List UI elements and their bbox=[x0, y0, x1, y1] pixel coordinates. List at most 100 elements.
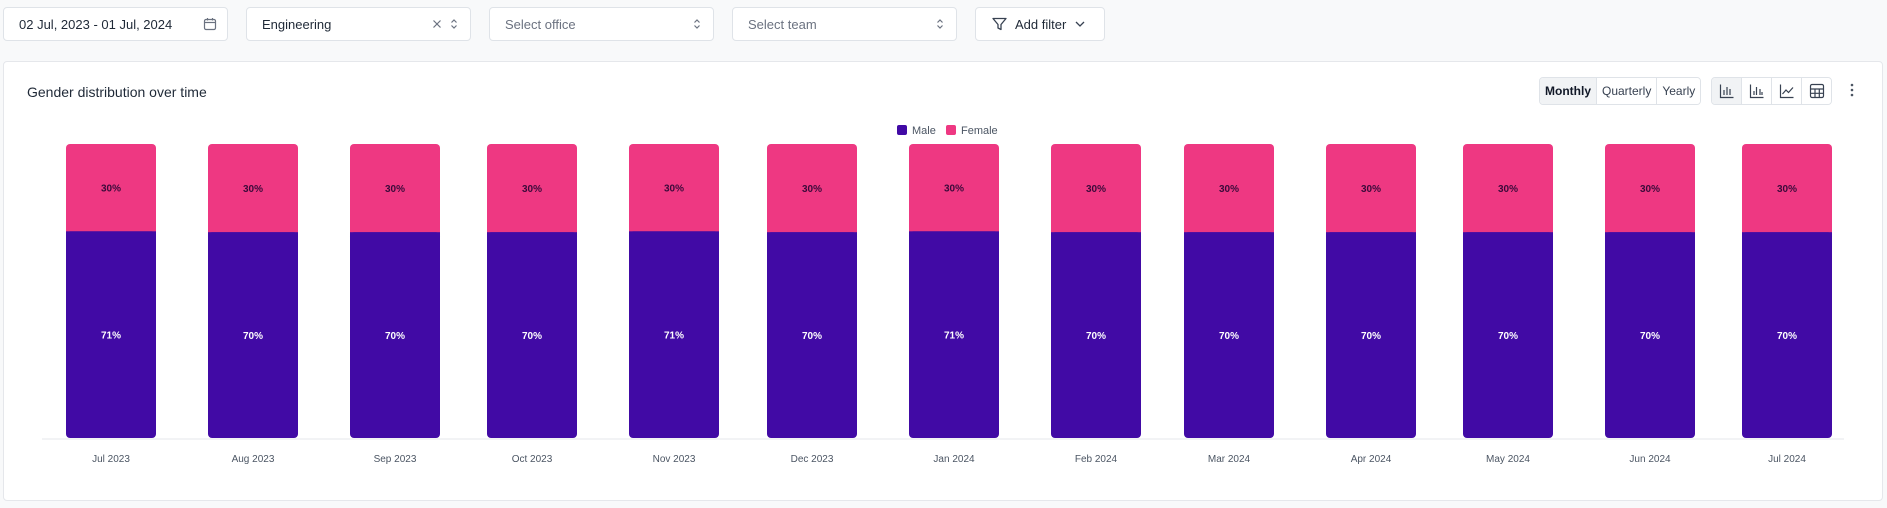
legend-swatch-male bbox=[897, 125, 907, 135]
data-label-female: 30% bbox=[101, 184, 121, 195]
data-label-male: 71% bbox=[101, 331, 121, 342]
grouped-bar-icon[interactable] bbox=[1741, 78, 1771, 104]
bar-female bbox=[1742, 144, 1832, 237]
bar-male-join bbox=[1463, 232, 1553, 239]
chevron-down-icon bbox=[1075, 21, 1085, 27]
data-label-female: 30% bbox=[1219, 184, 1239, 195]
legend-label-male: Male bbox=[912, 125, 936, 137]
x-tick-label: Oct 2023 bbox=[512, 454, 553, 465]
data-label-female: 30% bbox=[1086, 184, 1106, 195]
data-label-male: 70% bbox=[1640, 331, 1660, 342]
table-icon[interactable] bbox=[1801, 78, 1831, 104]
data-label-male: 70% bbox=[1777, 331, 1797, 342]
data-label-female: 30% bbox=[1640, 184, 1660, 195]
bar-male bbox=[1605, 232, 1695, 438]
bar-male-join bbox=[1742, 232, 1832, 239]
data-label-female: 30% bbox=[664, 184, 684, 195]
data-label-female: 30% bbox=[243, 184, 263, 195]
filter-bar: 02 Jul, 2023 - 01 Jul, 2024 Engineering … bbox=[0, 0, 1887, 56]
chevron-updown-icon bbox=[450, 18, 458, 30]
panel-title: Gender distribution over time bbox=[27, 84, 207, 100]
filter-icon bbox=[992, 17, 1007, 31]
bar-female bbox=[66, 144, 156, 236]
bar-male-join bbox=[208, 232, 298, 239]
chevron-updown-icon bbox=[936, 18, 944, 30]
bar-female bbox=[208, 144, 298, 237]
bar-male bbox=[1742, 232, 1832, 438]
data-label-female: 30% bbox=[385, 184, 405, 195]
bar-male bbox=[350, 232, 440, 438]
data-label-male: 70% bbox=[802, 331, 822, 342]
office-placeholder: Select office bbox=[505, 16, 576, 32]
bar-female bbox=[1051, 144, 1141, 237]
bar-female bbox=[1326, 144, 1416, 237]
period-toggle: Monthly Quarterly Yearly bbox=[1539, 77, 1702, 105]
bar-male bbox=[487, 232, 577, 438]
bar-male-join bbox=[629, 231, 719, 238]
stacked-bar-chart: 30% 71% Jul 2023 30% 70% Aug 2023 30% 70% Sep 20… bbox=[42, 125, 1844, 465]
team-select[interactable]: Select team bbox=[732, 7, 957, 41]
data-label-female: 30% bbox=[1498, 184, 1518, 195]
x-tick-label: Dec 2023 bbox=[791, 454, 834, 465]
data-label-male: 70% bbox=[522, 331, 542, 342]
chevron-updown-icon bbox=[693, 18, 701, 30]
line-chart-icon[interactable] bbox=[1771, 78, 1801, 104]
data-label-male: 70% bbox=[1361, 331, 1381, 342]
data-label-male: 71% bbox=[944, 331, 964, 342]
period-monthly[interactable]: Monthly bbox=[1540, 78, 1596, 104]
legend-label-female: Female bbox=[961, 125, 998, 137]
department-select[interactable]: Engineering bbox=[246, 7, 471, 41]
data-label-male: 70% bbox=[1086, 331, 1106, 342]
bar-male bbox=[909, 231, 999, 438]
data-label-male: 70% bbox=[385, 331, 405, 342]
bar-female bbox=[909, 144, 999, 236]
bar-male bbox=[66, 231, 156, 438]
bar-female bbox=[629, 144, 719, 236]
bar-female bbox=[1605, 144, 1695, 237]
bar-male-join bbox=[909, 231, 999, 238]
data-label-female: 30% bbox=[522, 184, 542, 195]
clear-icon[interactable] bbox=[432, 19, 442, 29]
bar-male-join bbox=[1605, 232, 1695, 239]
bar-female bbox=[350, 144, 440, 237]
data-label-male: 70% bbox=[1498, 331, 1518, 342]
add-filter-label: Add filter bbox=[1015, 16, 1067, 32]
x-tick-label: Jul 2023 bbox=[92, 454, 130, 465]
bar-male bbox=[1326, 232, 1416, 438]
data-label-male: 70% bbox=[1219, 331, 1239, 342]
bar-male bbox=[208, 232, 298, 438]
bar-female bbox=[1463, 144, 1553, 237]
bar-male bbox=[1051, 232, 1141, 438]
bar-female bbox=[487, 144, 577, 237]
legend-swatch-female bbox=[946, 125, 956, 135]
x-tick-label: Jun 2024 bbox=[1629, 454, 1671, 465]
calendar-icon bbox=[203, 17, 217, 31]
data-label-male: 71% bbox=[664, 331, 684, 342]
bar-male-join bbox=[66, 231, 156, 238]
x-tick-label: Mar 2024 bbox=[1208, 454, 1251, 465]
bar-male-join bbox=[1184, 232, 1274, 239]
chart-type-toggle bbox=[1711, 77, 1832, 105]
data-label-female: 30% bbox=[1777, 184, 1797, 195]
office-select[interactable]: Select office bbox=[489, 7, 714, 41]
date-range-picker[interactable]: 02 Jul, 2023 - 01 Jul, 2024 bbox=[3, 7, 228, 41]
more-options-icon[interactable] bbox=[1844, 79, 1860, 101]
x-tick-label: Nov 2023 bbox=[653, 454, 696, 465]
period-quarterly[interactable]: Quarterly bbox=[1596, 78, 1657, 104]
period-yearly[interactable]: Yearly bbox=[1656, 78, 1701, 104]
data-label-female: 30% bbox=[802, 184, 822, 195]
bar-male bbox=[629, 231, 719, 438]
bar-male bbox=[1463, 232, 1553, 438]
department-value: Engineering bbox=[262, 16, 332, 32]
bar-female bbox=[767, 144, 857, 237]
x-tick-label: Jan 2024 bbox=[933, 454, 975, 465]
x-tick-label: May 2024 bbox=[1486, 454, 1530, 465]
bar-male-join bbox=[487, 232, 577, 239]
add-filter-button[interactable]: Add filter bbox=[975, 7, 1105, 41]
stacked-bar-icon[interactable] bbox=[1712, 78, 1741, 104]
bar-female bbox=[1184, 144, 1274, 237]
chart-panel: Gender distribution over time Monthly Qu… bbox=[3, 61, 1883, 501]
x-tick-label: Apr 2024 bbox=[1351, 454, 1392, 465]
team-placeholder: Select team bbox=[748, 16, 817, 32]
bar-male bbox=[1184, 232, 1274, 438]
